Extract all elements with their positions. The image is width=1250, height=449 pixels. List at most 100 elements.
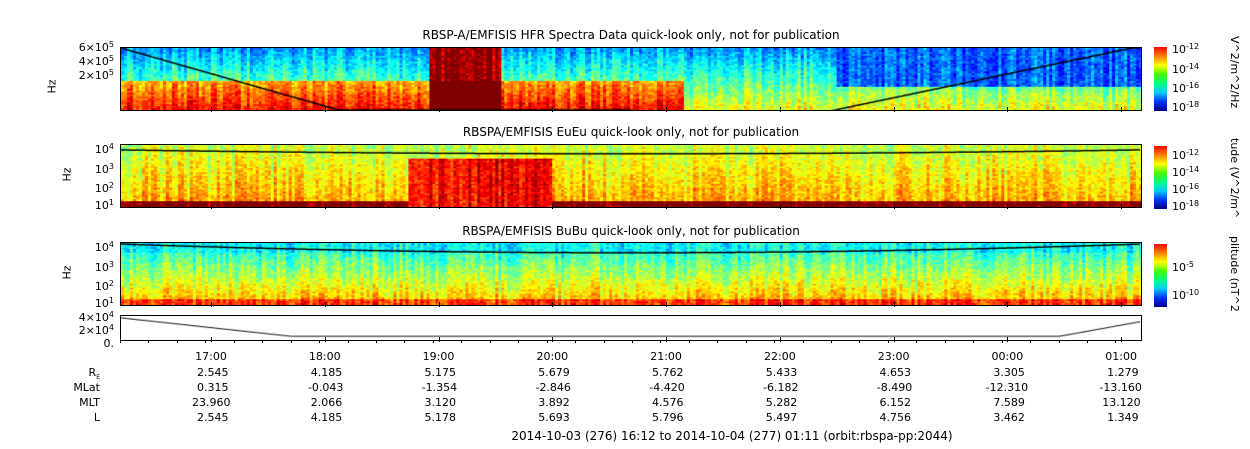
minor-tick-mark	[375, 340, 377, 343]
x-tick-mark	[666, 107, 668, 112]
colorbar-tick-label: 10-16	[1172, 81, 1200, 95]
colorbar-tick-label: 10-18	[1172, 199, 1200, 213]
ytick-label: 2×104	[78, 323, 114, 337]
ephemeris-value: -6.182	[763, 381, 799, 394]
orbit-line-panel	[120, 315, 1142, 341]
minor-tick-mark	[603, 340, 605, 343]
x-tick-mark	[211, 204, 212, 209]
minor-tick-mark	[717, 340, 719, 343]
bubu-spectrogram	[120, 242, 1142, 306]
ephemeris-value: 3.892	[538, 396, 570, 409]
colorbar-tick-label: 10-12	[1172, 42, 1200, 56]
x-tick-mark	[779, 204, 781, 209]
ephemeris-value: -13.160	[1099, 381, 1142, 394]
ephemeris-value: 6.152	[879, 396, 912, 409]
time-range-footer: 2014-10-03 (276) 16:12 to 2014-10-04 (27…	[511, 429, 953, 443]
x-tick-mark	[324, 302, 326, 307]
minor-tick-mark	[461, 340, 463, 343]
ytick-label: 102	[94, 279, 114, 293]
x-tick-mark	[438, 302, 440, 307]
ephemeris-value: 5.679	[538, 366, 570, 379]
panel1-title: RBSP-A/EMFISIS HFR Spectra Data quick-lo…	[422, 28, 840, 42]
minor-tick-mark	[1058, 340, 1060, 343]
minor-tick-mark	[546, 340, 548, 343]
orbit-line	[121, 316, 1141, 340]
row-label-re: RE	[88, 366, 100, 382]
ephemeris-value: 5.693	[538, 411, 570, 424]
panel2-title: RBSPA/EMFISIS EuEu quick-look only, not …	[462, 125, 800, 139]
ytick-label: 2×105	[78, 68, 114, 82]
x-tick-mark	[779, 337, 781, 342]
ytick-label: 102	[94, 181, 114, 195]
minor-tick-mark	[176, 340, 178, 343]
x-tick-label: 22:00	[763, 350, 796, 363]
x-tick-mark	[1121, 302, 1123, 307]
minor-tick-mark	[916, 340, 918, 343]
colorbar-tick-label: 10-14	[1172, 165, 1200, 179]
ephemeris-value: 5.433	[765, 366, 798, 379]
minor-tick-mark	[944, 340, 946, 343]
minor-tick-mark	[688, 340, 690, 343]
x-tick-label: 20:00	[536, 350, 569, 363]
x-tick-mark	[779, 107, 781, 112]
x-tick-mark	[666, 302, 668, 307]
ephemeris-value: -1.354	[421, 381, 458, 394]
ephemeris-value: 5.282	[765, 396, 798, 409]
ytick-label: 101	[94, 296, 114, 310]
x-tick-mark	[893, 302, 895, 307]
ephemeris-value: 13.120	[1102, 396, 1141, 409]
minor-tick-mark	[887, 340, 889, 343]
colorbar-tick-label: 10-5	[1172, 260, 1194, 274]
colorbar-2-label: tude (V^2/m^	[1228, 138, 1241, 219]
x-tick-mark	[1007, 302, 1009, 307]
x-tick-mark	[438, 204, 440, 209]
ytick-label: 103	[94, 162, 114, 176]
x-tick-mark	[1007, 337, 1009, 342]
ephemeris-value: 5.178	[424, 411, 456, 424]
x-tick-mark	[552, 107, 554, 112]
colorbar-tick-label: 10-12	[1172, 148, 1200, 162]
x-tick-label: 18:00	[308, 350, 341, 363]
ephemeris-value: 3.462	[993, 411, 1025, 424]
ephemeris-value: 4.653	[879, 366, 912, 379]
ephemeris-value: 3.120	[424, 396, 456, 409]
minor-tick-mark	[660, 340, 662, 343]
ephemeris-value: 23.960	[192, 396, 231, 409]
minor-tick-mark	[404, 340, 406, 343]
minor-tick-mark	[1030, 340, 1032, 343]
x-tick-label: 19:00	[422, 350, 455, 363]
minor-tick-mark	[631, 340, 633, 343]
x-tick-mark	[893, 107, 895, 112]
x-tick-mark	[893, 337, 895, 342]
panel1-ylabel: Hz	[45, 79, 59, 94]
minor-tick-mark	[120, 340, 121, 343]
colorbar-tick-label: 10-10	[1172, 288, 1200, 302]
eueu-spectrogram	[120, 144, 1142, 208]
ephemeris-value: 5.497	[765, 411, 798, 424]
minor-tick-mark	[1115, 340, 1117, 343]
ytick-label: 4×104	[78, 310, 114, 324]
x-tick-label: 01:00	[1105, 350, 1137, 363]
minor-tick-mark	[575, 340, 577, 343]
ephemeris-value: 5.175	[424, 366, 456, 379]
x-tick-mark	[666, 204, 668, 209]
colorbar-1	[1154, 47, 1167, 111]
ephemeris-value: 4.185	[310, 411, 343, 424]
minor-tick-mark	[205, 340, 207, 343]
minor-tick-mark	[802, 340, 804, 343]
minor-tick-mark	[518, 340, 520, 343]
ephemeris-value: 3.305	[993, 366, 1025, 379]
ephemeris-value: 4.185	[310, 366, 343, 379]
x-tick-mark	[1007, 107, 1009, 112]
x-tick-label: 21:00	[650, 350, 682, 363]
colorbar-tick-label: 10-14	[1172, 62, 1200, 76]
x-tick-mark	[552, 204, 554, 209]
x-tick-label: 23:00	[877, 350, 910, 363]
ephemeris-value: 4.756	[879, 411, 912, 424]
row-label-mlat: MLat	[73, 381, 100, 394]
minor-tick-mark	[262, 340, 264, 343]
colorbar-3	[1154, 244, 1167, 307]
x-tick-mark	[666, 337, 668, 342]
x-tick-mark	[324, 337, 326, 342]
